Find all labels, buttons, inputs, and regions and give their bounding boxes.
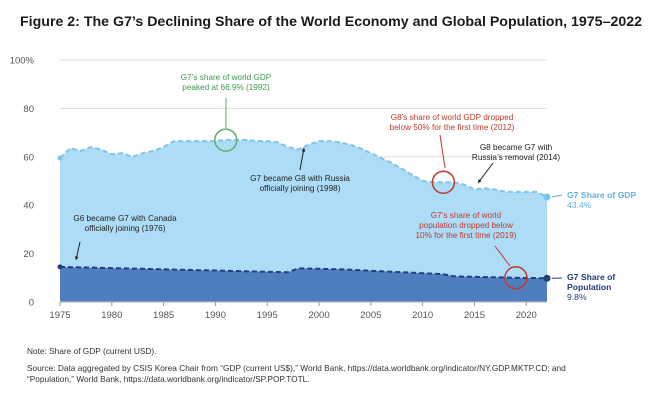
annotation-g7again-text: Russia’s removal (2014): [472, 153, 560, 162]
annotation-peak-text: peaked at 66.9% (1992): [182, 83, 270, 92]
population-end-point: [543, 274, 551, 282]
annotation-canada-text: officially joining (1976): [85, 224, 166, 233]
annotation-g8-text: G7 became G8 with Russia: [250, 174, 350, 183]
gdp-series-label: G7 Share of GDP: [567, 190, 637, 200]
x-tick-label: 1990: [205, 310, 226, 321]
annotation-pop10-text: population dropped below: [419, 221, 513, 230]
annotation-g7again-text: G8 became G7 with: [480, 143, 553, 152]
source-line-1: Source: Data aggregated by CSIS Korea Ch…: [27, 363, 566, 373]
annotation-canada-text: G6 became G7 with Canada: [73, 214, 177, 223]
population-start-point: [57, 264, 63, 270]
annotation-gdp50-leader: [439, 134, 446, 169]
y-tick-label: 100%: [10, 56, 35, 67]
population-series-label: G7 Share of: [567, 272, 615, 282]
annotation-g7again-leader: [477, 162, 494, 184]
gdp-share-area: [60, 139, 547, 302]
x-tick-label: 2010: [412, 310, 433, 321]
population-series-label: Population: [567, 282, 611, 292]
x-tick-label: 1980: [101, 310, 122, 321]
annotation-gdp50-text: below 50% for the first time (2012): [390, 123, 515, 132]
annotation-canada-arrowhead: [74, 256, 79, 260]
annotation-peak-circle: [214, 128, 238, 152]
annotation-pop10-text: 10% for the first time (2019): [415, 231, 516, 240]
annotation-g8-text: officially joining (1998): [260, 184, 341, 193]
gdp-share-line: [59, 138, 548, 198]
note-text: Note: Share of GDP (current USD).: [27, 346, 157, 356]
x-tick-label: 2020: [516, 310, 537, 321]
gdp-end-value: 43.4%: [567, 200, 592, 210]
population-share-area: [60, 266, 547, 302]
annotation-pop10-circle: [504, 266, 528, 290]
x-tick-label: 2000: [308, 310, 329, 321]
annotation-gdp50-circle: [431, 170, 456, 194]
gdp-end-point: [543, 193, 551, 201]
y-tick-label: 80: [23, 104, 34, 115]
x-tick-label: 2015: [464, 310, 485, 321]
annotation-peak-text: G7’s share of world GDP: [181, 73, 272, 82]
population-share-line: [59, 265, 548, 280]
y-tick-label: 40: [23, 201, 34, 212]
y-tick-label: 0: [29, 298, 34, 309]
gdp-start-point: [57, 155, 63, 161]
annotation-g8-arrowhead: [301, 148, 306, 152]
x-tick-label: 1975: [49, 310, 70, 321]
population-end-value: 9.8%: [567, 292, 587, 302]
annotation-g7again-arrowhead: [478, 179, 482, 183]
x-tick-label: 1995: [257, 310, 278, 321]
gdp-label-leader: [551, 194, 563, 198]
annotation-pop10-leader: [494, 245, 511, 267]
y-tick-label: 20: [23, 249, 34, 260]
source-line-2: “Population,” World Bank, https://data.w…: [27, 374, 310, 384]
x-tick-label: 1985: [153, 310, 174, 321]
annotation-gdp50-text: G8’s share of world GDP dropped: [391, 113, 514, 122]
y-tick-label: 60: [23, 152, 34, 163]
annotation-g8-leader: [299, 147, 305, 171]
x-tick-label: 2005: [360, 310, 381, 321]
annotation-pop10-text: G7’s share of world: [431, 211, 502, 220]
chart-title: Figure 2: The G7’s Declining Share of th…: [20, 14, 643, 30]
